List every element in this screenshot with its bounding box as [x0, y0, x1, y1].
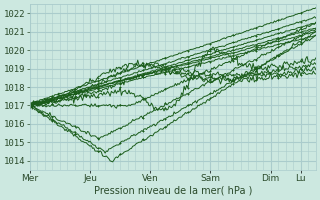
X-axis label: Pression niveau de la mer( hPa ): Pression niveau de la mer( hPa ) [94, 186, 252, 196]
